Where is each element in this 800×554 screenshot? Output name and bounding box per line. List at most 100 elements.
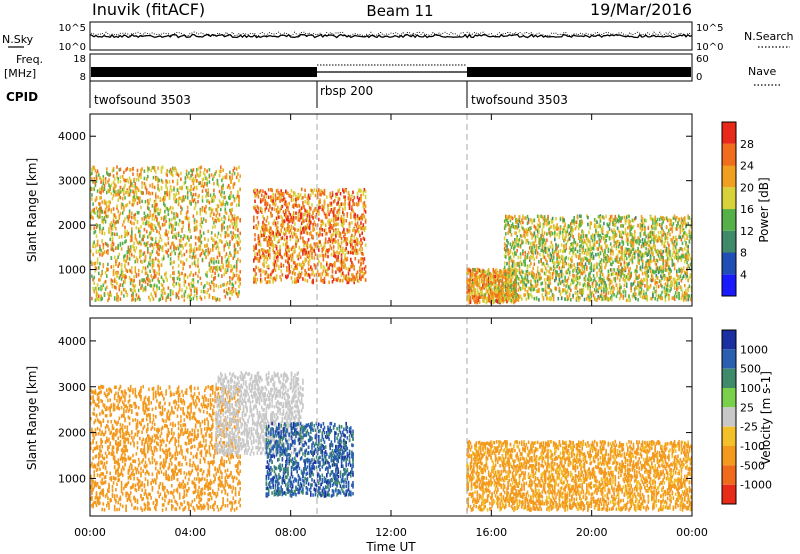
- power-cell: [544, 291, 547, 295]
- power-cell: [106, 205, 108, 209]
- power-cell: [98, 266, 100, 270]
- power-cell: [305, 258, 308, 262]
- power-cell: [215, 246, 217, 250]
- power-cell: [519, 271, 522, 275]
- power-cell: [225, 270, 228, 275]
- power-cell: [178, 272, 181, 276]
- power-cell: [183, 234, 186, 238]
- power-cell: [295, 197, 297, 202]
- power-cell: [363, 207, 366, 212]
- power-cell: [142, 237, 144, 242]
- power-cell: [476, 274, 479, 278]
- power-cell: [494, 285, 497, 290]
- power-cell: [348, 229, 351, 233]
- power-cell: [108, 173, 110, 177]
- power-cell: [151, 213, 154, 218]
- power-cell: [229, 297, 231, 301]
- power-cell: [344, 248, 346, 252]
- power-cell: [267, 253, 270, 257]
- power-cell: [534, 249, 537, 253]
- power-cell: [516, 262, 518, 266]
- power-cell: [216, 242, 219, 247]
- power-cell: [174, 246, 176, 250]
- power-cell: [304, 241, 306, 245]
- power-cell: [207, 192, 209, 197]
- power-cell: [133, 191, 135, 195]
- power-cell: [228, 261, 230, 265]
- power-cell: [484, 274, 487, 279]
- power-cell: [182, 237, 184, 241]
- power-cell: [132, 189, 134, 194]
- power-cell: [321, 271, 324, 276]
- power-cell: [476, 296, 479, 300]
- power-cell: [299, 229, 302, 233]
- power-cell: [157, 195, 159, 199]
- power-cell: [579, 262, 581, 266]
- power-cell: [116, 246, 118, 250]
- power-cell: [166, 251, 168, 255]
- power-cell: [171, 217, 173, 222]
- power-cell: [267, 279, 270, 284]
- power-cell: [117, 298, 119, 302]
- power-cell: [158, 298, 160, 302]
- power-cell: [155, 203, 157, 207]
- power-cell: [270, 211, 272, 215]
- power-cell: [324, 228, 327, 232]
- power-cell: [110, 247, 113, 251]
- power-cell: [189, 199, 191, 204]
- power-cell: [99, 213, 101, 217]
- power-cell: [173, 284, 175, 288]
- power-cell: [566, 268, 569, 273]
- power-cell: [567, 232, 570, 237]
- power-cell: [571, 231, 573, 236]
- power-cell: [356, 238, 359, 242]
- power-cell: [191, 195, 194, 199]
- power-cell: [104, 279, 107, 284]
- power-cell: [193, 228, 196, 232]
- power-cell: [332, 249, 335, 253]
- power-cell: [91, 209, 93, 214]
- power-cell: [139, 173, 141, 177]
- power-cell: [156, 177, 158, 181]
- power-cell: [556, 245, 558, 250]
- power-cell: [350, 244, 352, 249]
- power-cell: [360, 221, 362, 225]
- power-cell: [360, 261, 362, 266]
- power-cell: [581, 257, 583, 261]
- power-cell: [202, 177, 205, 181]
- power-cell: [100, 248, 102, 253]
- power-cell: [542, 288, 545, 292]
- power-cell: [319, 232, 321, 237]
- power-cell: [288, 210, 290, 215]
- power-cell: [100, 285, 102, 289]
- power-cell: [353, 227, 355, 232]
- power-cell: [299, 232, 302, 236]
- power-cell: [127, 247, 130, 252]
- power-cell: [173, 212, 175, 216]
- power-cell: [302, 227, 304, 231]
- power-cell: [143, 217, 146, 221]
- power-cell: [110, 183, 113, 187]
- power-cell: [109, 237, 111, 242]
- power-cell: [364, 243, 367, 247]
- power-cell: [351, 207, 353, 212]
- power-cell: [224, 216, 227, 220]
- power-cell: [262, 228, 264, 232]
- power-cell: [572, 228, 574, 232]
- power-cell: [550, 232, 553, 236]
- power-cell: [508, 274, 510, 279]
- power-cell: [287, 218, 289, 222]
- power-cell: [494, 298, 497, 303]
- power-cell: [134, 289, 137, 293]
- power-cell: [492, 291, 495, 296]
- power-cell: [217, 218, 220, 222]
- power-cell: [193, 286, 196, 290]
- power-cell: [215, 267, 217, 271]
- power-cell: [134, 236, 137, 240]
- power-cell: [131, 253, 133, 257]
- power-cell: [149, 279, 151, 284]
- power-cell: [468, 278, 471, 282]
- power-cell: [522, 226, 524, 231]
- power-cell: [230, 253, 232, 257]
- power-cell: [144, 183, 147, 187]
